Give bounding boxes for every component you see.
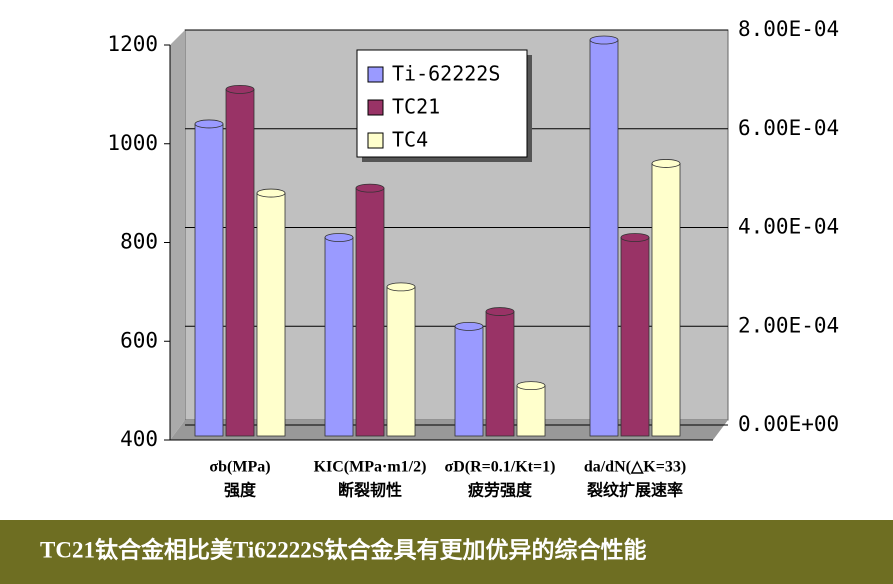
bar xyxy=(324,237,354,437)
caption: TC21钛合金相比美Ti62222S钛合金具有更加优异的综合性能 xyxy=(40,536,647,562)
legend xyxy=(356,49,528,158)
y-tick-label: 1000 xyxy=(107,131,158,155)
bar xyxy=(256,192,286,437)
bar-top xyxy=(651,159,681,168)
bar-top xyxy=(324,233,354,242)
caption-banner xyxy=(0,520,893,584)
bar xyxy=(620,237,650,437)
bar-top xyxy=(225,84,255,94)
bar xyxy=(454,325,484,437)
bar-top xyxy=(454,321,484,331)
x-tick-note: 强度 xyxy=(224,481,257,500)
bar-top xyxy=(386,282,416,292)
bar xyxy=(651,163,681,437)
bar xyxy=(194,123,224,437)
y-tick-label: 600 xyxy=(120,328,158,352)
y2-tick-label: 2.00E-04 xyxy=(738,313,839,337)
legend-label: Ti-62222S xyxy=(392,62,500,86)
bar xyxy=(225,88,255,437)
legend-label: TC4 xyxy=(392,128,428,152)
bar xyxy=(386,286,416,437)
bar xyxy=(355,187,385,437)
bar xyxy=(589,39,619,437)
y2-tick-label: 0.00E+00 xyxy=(738,412,839,436)
legend-swatch xyxy=(367,132,384,149)
y-tick-label: 800 xyxy=(120,230,158,254)
side-wall xyxy=(170,30,185,440)
bar-top xyxy=(355,183,385,193)
x-tick-note: 疲劳强度 xyxy=(468,481,533,500)
x-tick-note: 裂纹扩展速率 xyxy=(586,481,683,500)
bar-top xyxy=(620,233,650,242)
y2-tick-label: 8.00E-04 xyxy=(738,17,839,41)
bar-top xyxy=(589,35,619,45)
bar-top xyxy=(516,381,546,391)
bar-top xyxy=(256,188,286,198)
x-tick-label: da/dN(△K=33) xyxy=(584,459,686,476)
bar xyxy=(516,385,546,437)
y2-tick-label: 6.00E-04 xyxy=(738,116,839,140)
x-tick-label: KIC(MPa·m1/2) xyxy=(314,459,427,476)
x-tick-label: σb(MPa) xyxy=(209,459,270,476)
y-tick-label: 400 xyxy=(120,427,158,451)
legend-label: TC21 xyxy=(392,95,440,119)
bar-top xyxy=(194,119,224,129)
y-tick-label: 1200 xyxy=(107,32,158,56)
y2-tick-label: 4.00E-04 xyxy=(738,215,839,239)
bar-top xyxy=(485,307,515,316)
legend-swatch xyxy=(367,99,384,116)
x-tick-label: σD(R=0.1/Kt=1) xyxy=(445,459,556,476)
bar xyxy=(485,311,515,437)
plot: 400 600 800 1000 1200 0.00E+00 2.00E-04 4.00E-0… xyxy=(107,17,839,500)
x-tick-note: 断裂韧性 xyxy=(338,481,402,500)
legend-swatch xyxy=(367,66,384,83)
